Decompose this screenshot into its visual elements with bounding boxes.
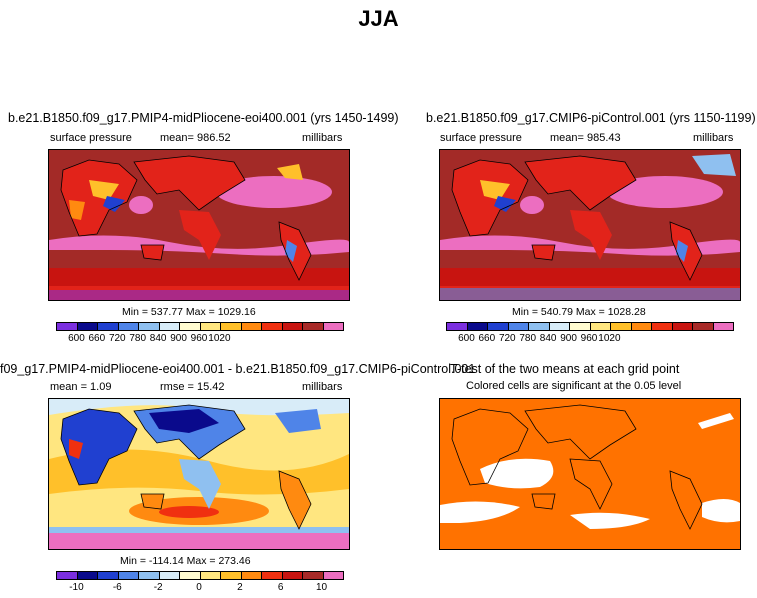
colorbar-swatch bbox=[713, 323, 733, 330]
panel3-units: millibars bbox=[302, 381, 343, 393]
panel4-note: Colored cells are significant at the 0.0… bbox=[466, 380, 682, 392]
colorbar-swatch bbox=[241, 572, 262, 579]
colorbar-tick-label: 660 bbox=[478, 333, 496, 344]
colorbar-swatch bbox=[282, 572, 303, 579]
colorbar-swatch bbox=[693, 323, 714, 330]
colorbar-tick-label: 840 bbox=[539, 333, 557, 344]
colorbar-swatch bbox=[221, 572, 242, 579]
panel1-minmax: Min = 537.77 Max = 1029.16 bbox=[122, 306, 256, 318]
figure-title: JJA bbox=[358, 6, 399, 31]
panel3-mean: mean = 1.09 bbox=[50, 381, 112, 393]
colorbar-tick-label: -6 bbox=[112, 582, 122, 593]
panel1-map bbox=[48, 149, 350, 301]
colorbar-swatch bbox=[98, 572, 119, 579]
colorbar-swatch bbox=[652, 323, 673, 330]
colorbar-tick-label: 900 bbox=[560, 333, 577, 344]
colorbar-swatch bbox=[57, 323, 78, 330]
colorbar-tick-label: 600 bbox=[458, 333, 475, 344]
colorbar-swatch bbox=[303, 572, 324, 579]
colorbar-swatch bbox=[303, 323, 324, 330]
panel1-variable: surface pressure bbox=[50, 132, 132, 144]
panel1-title: b.e21.B1850.f09_g17.PMIP4-midPliocene-eo… bbox=[8, 111, 399, 125]
colorbar-swatch bbox=[488, 323, 509, 330]
panel2-units: millibars bbox=[693, 132, 734, 144]
panel2-variable: surface pressure bbox=[440, 132, 522, 144]
colorbar-swatch bbox=[590, 323, 611, 330]
colorbar-tick-label: 900 bbox=[170, 333, 187, 344]
colorbar-tick-label: 2 bbox=[237, 582, 243, 593]
colorbar-swatch bbox=[98, 323, 119, 330]
colorbar-tick-label: 960 bbox=[580, 333, 598, 344]
panel1-units: millibars bbox=[302, 132, 343, 144]
panel3-title: f09_g17.PMIP4-midPliocene-eoi400.001 - b… bbox=[0, 362, 476, 376]
colorbar-swatch bbox=[631, 323, 652, 330]
colorbar-swatch bbox=[672, 323, 693, 330]
panel1-colorbar bbox=[56, 322, 344, 331]
colorbar-tick-label: -2 bbox=[153, 582, 163, 593]
colorbar-tick-label: 600 bbox=[68, 333, 85, 344]
colorbar-swatch bbox=[262, 323, 283, 330]
colorbar-swatch bbox=[200, 572, 221, 579]
colorbar-swatch bbox=[323, 572, 343, 579]
colorbar-swatch bbox=[118, 572, 139, 579]
colorbar-swatch bbox=[57, 572, 78, 579]
colorbar-swatch bbox=[323, 323, 343, 330]
colorbar-swatch bbox=[180, 572, 201, 579]
colorbar-swatch bbox=[467, 323, 488, 330]
panel4-title: T-test of the two means at each grid poi… bbox=[450, 362, 680, 376]
colorbar-swatch bbox=[139, 572, 160, 579]
colorbar-tick-label: 6 bbox=[277, 582, 284, 593]
colorbar-swatch bbox=[508, 323, 529, 330]
colorbar-swatch bbox=[159, 323, 180, 330]
colorbar-swatch bbox=[200, 323, 221, 330]
colorbar-swatch bbox=[139, 323, 160, 330]
colorbar-tick-label: 840 bbox=[149, 333, 167, 344]
panel3-colorbar bbox=[56, 571, 344, 580]
colorbar-tick-label: 780 bbox=[519, 333, 537, 344]
colorbar-swatch bbox=[241, 323, 262, 330]
colorbar-tick-label: -10 bbox=[69, 582, 84, 593]
colorbar-swatch bbox=[159, 572, 180, 579]
colorbar-swatch bbox=[77, 323, 98, 330]
colorbar-tick-label: 1020 bbox=[208, 333, 231, 344]
colorbar-swatch bbox=[180, 323, 201, 330]
panel2-map bbox=[439, 149, 741, 301]
colorbar-swatch bbox=[77, 572, 98, 579]
colorbar-tick-label: 720 bbox=[108, 333, 126, 344]
panel2-colorbar bbox=[446, 322, 734, 331]
colorbar-tick-label: 1020 bbox=[598, 333, 621, 344]
colorbar-tick-label: 780 bbox=[129, 333, 147, 344]
colorbar-swatch bbox=[221, 323, 242, 330]
panel2-mean: mean= 985.43 bbox=[550, 132, 621, 144]
panel3-rmse: rmse = 15.42 bbox=[160, 381, 225, 393]
panel1-mean: mean= 986.52 bbox=[160, 132, 231, 144]
colorbar-swatch bbox=[262, 572, 283, 579]
panel4-map bbox=[439, 398, 741, 550]
panel2-title: b.e21.B1850.f09_g17.CMIP6-piControl.001 … bbox=[426, 111, 756, 125]
colorbar-tick-label: 720 bbox=[498, 333, 516, 344]
colorbar-swatch bbox=[282, 323, 303, 330]
colorbar-swatch bbox=[570, 323, 591, 330]
colorbar-swatch bbox=[549, 323, 570, 330]
colorbar-swatch bbox=[118, 323, 139, 330]
colorbar-swatch bbox=[529, 323, 550, 330]
colorbar-swatch bbox=[447, 323, 468, 330]
panel3-minmax: Min = -114.14 Max = 273.46 bbox=[120, 555, 251, 567]
colorbar-tick-label: 660 bbox=[88, 333, 106, 344]
colorbar-tick-label: 0 bbox=[196, 582, 202, 593]
panel3-map bbox=[48, 398, 350, 550]
colorbar-tick-label: 960 bbox=[190, 333, 208, 344]
panel2-minmax: Min = 540.79 Max = 1028.28 bbox=[512, 306, 646, 318]
colorbar-tick-label: 10 bbox=[316, 582, 328, 593]
colorbar-swatch bbox=[611, 323, 632, 330]
